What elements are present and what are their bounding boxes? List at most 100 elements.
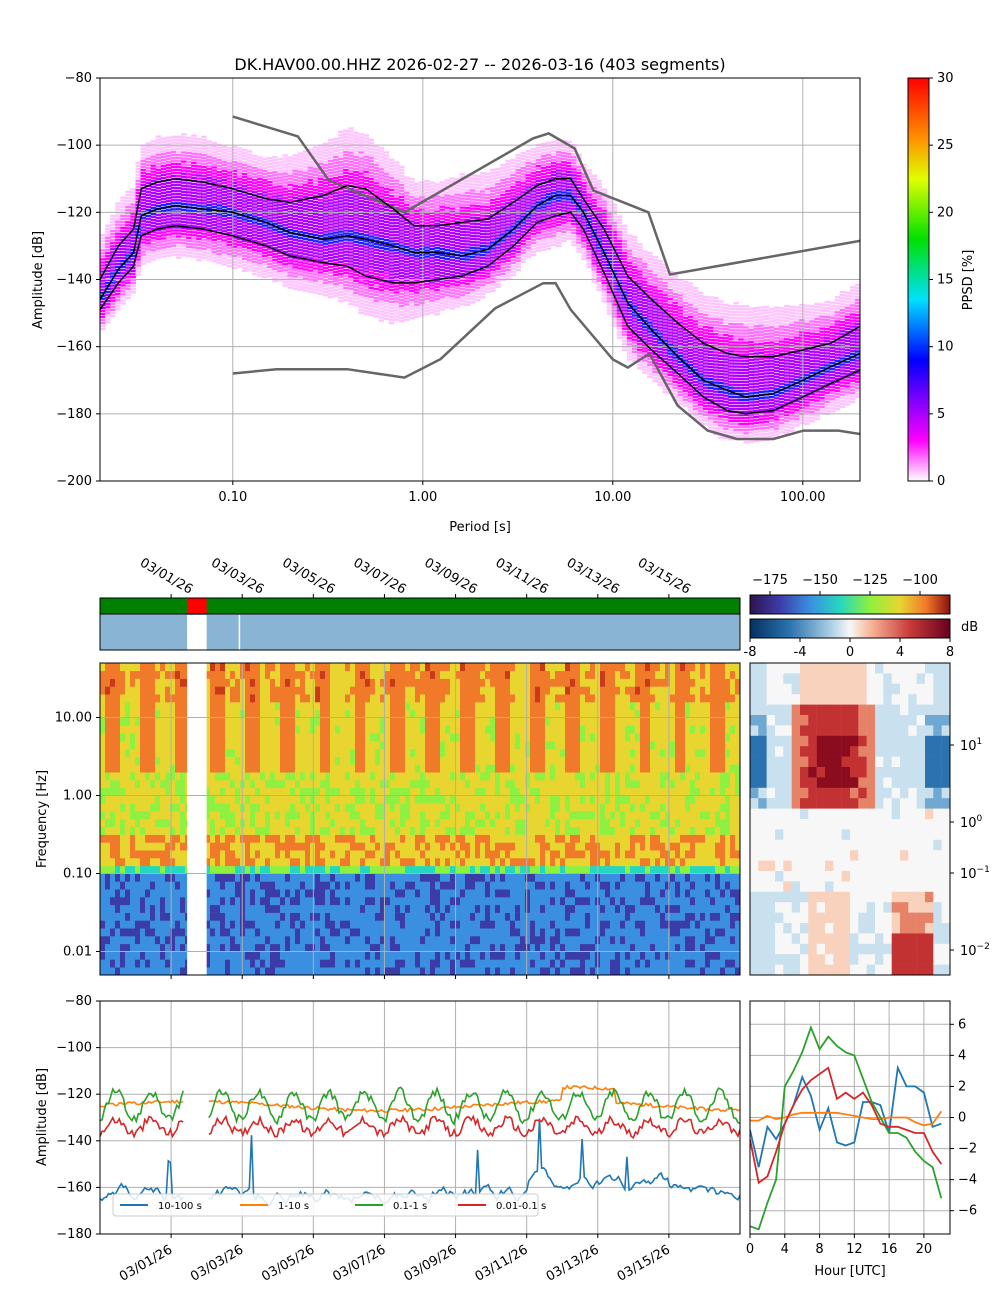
ppsd-cell (540, 236, 547, 239)
ppsd-cell (566, 189, 572, 192)
ppsd-cell (378, 255, 385, 259)
ppsd-cell (424, 273, 430, 276)
ppsd-cell (368, 268, 374, 271)
ppsd-cell (530, 202, 537, 205)
ppsd-cell (170, 147, 177, 151)
ppsd-cell (652, 262, 658, 265)
ppsd-cell (358, 311, 364, 314)
ppsd-cell (145, 208, 152, 212)
ppsd-cell (135, 191, 141, 195)
ppsd-cell (449, 286, 456, 289)
ppsd-cell (687, 409, 694, 412)
ppsd-cell (282, 205, 288, 208)
ppsd-cell (150, 158, 157, 161)
ppsd-cell (322, 239, 329, 242)
ppsd-cell (632, 238, 638, 242)
ppsd-cell (333, 231, 339, 234)
ppsd-cell (378, 171, 385, 174)
ppsd-cell (176, 199, 182, 202)
ppsd-cell (409, 217, 415, 220)
ppsd-cell (616, 261, 623, 264)
ppsd-cell (672, 392, 678, 396)
ppsd-cell (140, 192, 146, 196)
ppsd-cell (611, 224, 618, 228)
ppsd-cell (566, 198, 572, 201)
ppsd-cell (662, 351, 668, 354)
ppsd-cell (626, 337, 633, 340)
ppsd-cell (642, 292, 648, 296)
ppsd-cell (115, 308, 121, 311)
ppsd-cell (322, 287, 329, 291)
ppsd-cell (682, 307, 689, 311)
ppsd-cell (687, 306, 694, 309)
ppsd-cell (520, 248, 526, 251)
ppsd-cell (449, 277, 456, 280)
ppsd-cell (348, 148, 354, 151)
ppsd-cell (601, 239, 608, 243)
ppsd-cell (287, 283, 293, 286)
ppsd-cell (388, 321, 395, 325)
ppsd-cell (110, 214, 116, 218)
ppsd-cell (540, 142, 547, 146)
ppsd-cell (150, 200, 157, 204)
ppsd-cell (540, 169, 547, 173)
ppsd-cell (160, 200, 167, 204)
ppsd-cell (687, 403, 694, 406)
ppsd-cell (652, 343, 658, 346)
ppsd-cell (328, 268, 334, 272)
ppsd-cell (540, 191, 547, 194)
ppsd-cell (439, 229, 445, 232)
ppsd-cell (530, 160, 537, 163)
ppsd-cell (596, 189, 602, 192)
ppsd-cell (474, 265, 481, 268)
ppsd-cell (393, 182, 400, 185)
ppsd-cell (287, 183, 293, 186)
ppsd-cell (216, 183, 222, 186)
ppsd-cell (130, 230, 136, 233)
ppsd-cell (581, 200, 587, 203)
ppsd-cell (505, 190, 511, 193)
ppsd-cell (343, 175, 349, 178)
ppsd-cell (378, 228, 385, 232)
ppsd-cell (642, 332, 648, 335)
ppsd-cell (621, 236, 628, 240)
ppsd-cell (226, 189, 233, 192)
ppsd-cell (424, 267, 430, 270)
ppsd-cell (272, 180, 278, 183)
ppsd-cell (328, 168, 334, 172)
ppsd-cell (252, 269, 258, 273)
ppsd-cell (110, 293, 116, 296)
ppsd-cell (591, 271, 597, 274)
ppsd-cell (535, 216, 542, 219)
ppsd-cell (363, 140, 369, 143)
ppsd-cell (480, 223, 486, 226)
ppsd-cell (165, 227, 172, 230)
ppsd-cell (226, 265, 233, 268)
ppsd-cell (393, 297, 400, 300)
ppsd-cell (302, 247, 309, 250)
ppsd-cell (221, 205, 228, 209)
ppsd-cell (449, 180, 456, 183)
ppsd-cell (328, 220, 334, 223)
ppsd-cell (550, 231, 557, 234)
ppsd-cell (586, 247, 592, 251)
ppsd-cell (454, 290, 461, 293)
ppsd-cell (297, 227, 304, 231)
ppsd-cell (424, 252, 430, 255)
ppsd-cell (333, 216, 339, 219)
ppsd-cell (267, 175, 273, 178)
ppsd-cell (561, 161, 567, 164)
ppsd-cell (160, 231, 167, 234)
ppsd-cell (404, 309, 410, 312)
ppsd-cell (348, 230, 354, 233)
ppsd-cell (495, 191, 501, 195)
ppsd-cell (490, 168, 496, 172)
ppsd-cell (252, 212, 258, 215)
ppsd-cell (652, 328, 658, 331)
ppsd-cell (155, 150, 162, 153)
ppsd-cell (170, 162, 177, 166)
ppsd-cell (490, 280, 496, 283)
ppsd-cell (373, 254, 380, 258)
ppsd-cell (611, 212, 618, 215)
ppsd-cell (662, 321, 668, 324)
